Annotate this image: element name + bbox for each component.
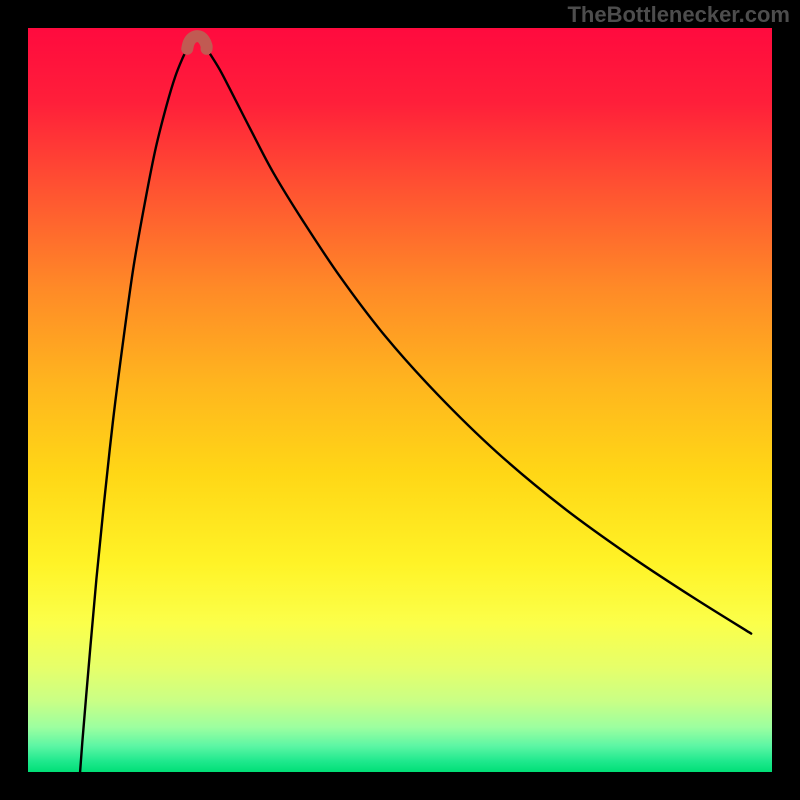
curve-right-branch <box>207 49 752 634</box>
plot-area <box>28 28 772 772</box>
chart-frame: TheBottlenecker.com <box>0 0 800 800</box>
valley-marker <box>187 36 207 49</box>
bottleneck-curve-svg <box>28 28 772 772</box>
curve-left-branch <box>80 49 187 772</box>
watermark-text: TheBottlenecker.com <box>567 2 790 28</box>
